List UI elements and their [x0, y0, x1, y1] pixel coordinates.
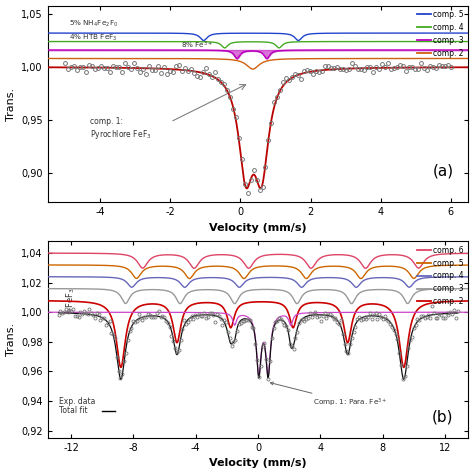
X-axis label: Velocity (mm/s): Velocity (mm/s): [209, 223, 307, 233]
Text: Total fit: Total fit: [58, 406, 87, 415]
Text: r-FeF$_3$: r-FeF$_3$: [64, 287, 77, 314]
Legend: comp. 5, comp. 4, comp. 3, comp. 2: comp. 5, comp. 4, comp. 3, comp. 2: [414, 7, 467, 61]
Text: 8% Fe$^{3+}$: 8% Fe$^{3+}$: [181, 40, 213, 52]
Text: comp. 1:
Pyrochlore FeF$_3$: comp. 1: Pyrochlore FeF$_3$: [90, 117, 151, 141]
Text: 4% HTB FeF$_3$: 4% HTB FeF$_3$: [69, 32, 117, 43]
Text: Exp. data: Exp. data: [58, 397, 95, 406]
Text: 5% NH$_4$Fe$_2$F$_0$: 5% NH$_4$Fe$_2$F$_0$: [69, 19, 118, 29]
X-axis label: Velocity (mm/s): Velocity (mm/s): [209, 458, 307, 468]
Text: Comp. 1: Para. Fe$^{3+}$: Comp. 1: Para. Fe$^{3+}$: [270, 382, 387, 409]
Text: (b): (b): [432, 409, 454, 424]
Text: (a): (a): [433, 164, 454, 179]
Y-axis label: Trans.: Trans.: [6, 87, 16, 120]
Y-axis label: Trans.: Trans.: [6, 323, 16, 356]
Legend: comp. 6, comp. 5, comp. 4, comp. 3, comp. 2: comp. 6, comp. 5, comp. 4, comp. 3, comp…: [414, 243, 467, 309]
